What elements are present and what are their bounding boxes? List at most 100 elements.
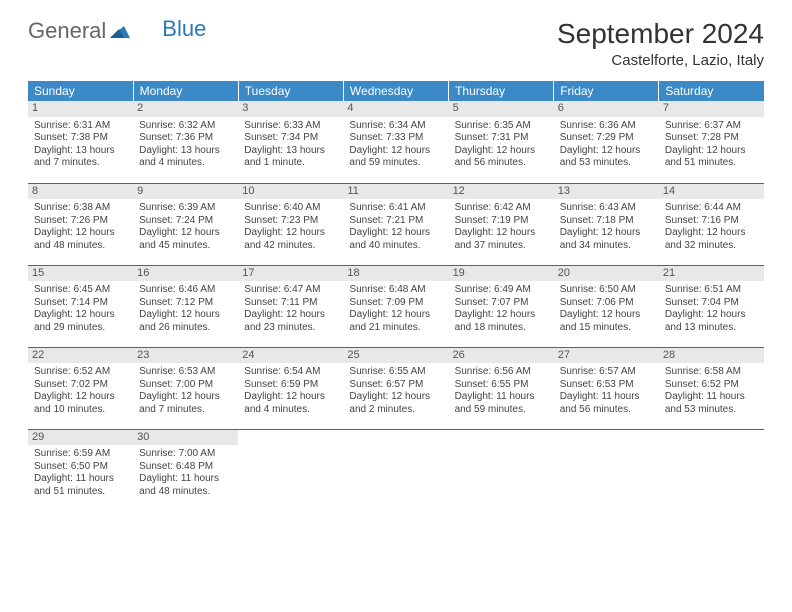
day-number: 29: [28, 430, 133, 446]
calendar-cell: 1Sunrise: 6:31 AMSunset: 7:38 PMDaylight…: [28, 101, 133, 183]
calendar-cell: 30Sunrise: 7:00 AMSunset: 6:48 PMDayligh…: [133, 429, 238, 511]
weekday-header: Saturday: [659, 81, 764, 101]
day-number: 8: [28, 184, 133, 200]
sunset-text: Sunset: 7:06 PM: [560, 297, 653, 310]
page-title: September 2024: [557, 18, 764, 50]
sunrise-text: Sunrise: 6:34 AM: [349, 120, 442, 133]
daylight-text: Daylight: 12 hours: [349, 145, 442, 158]
day-number: 19: [449, 266, 554, 282]
daylight-text: and 21 minutes.: [349, 322, 442, 335]
calendar-cell: [343, 429, 448, 511]
calendar-cell: 3Sunrise: 6:33 AMSunset: 7:34 PMDaylight…: [238, 101, 343, 183]
sunset-text: Sunset: 7:00 PM: [139, 379, 232, 392]
sunrise-text: Sunrise: 6:47 AM: [244, 284, 337, 297]
daylight-text: Daylight: 11 hours: [560, 391, 653, 404]
calendar-cell: 27Sunrise: 6:57 AMSunset: 6:53 PMDayligh…: [554, 347, 659, 429]
sunset-text: Sunset: 7:24 PM: [139, 215, 232, 228]
day-number: 26: [449, 348, 554, 364]
day-number: 15: [28, 266, 133, 282]
sunrise-text: Sunrise: 6:56 AM: [455, 366, 548, 379]
daylight-text: Daylight: 12 hours: [349, 227, 442, 240]
calendar-row: 15Sunrise: 6:45 AMSunset: 7:14 PMDayligh…: [28, 265, 764, 347]
daylight-text: Daylight: 12 hours: [665, 145, 758, 158]
calendar-cell: 23Sunrise: 6:53 AMSunset: 7:00 PMDayligh…: [133, 347, 238, 429]
weekday-header-row: Sunday Monday Tuesday Wednesday Thursday…: [28, 81, 764, 101]
day-number: 20: [554, 266, 659, 282]
sunset-text: Sunset: 7:31 PM: [455, 132, 548, 145]
calendar-cell: 12Sunrise: 6:42 AMSunset: 7:19 PMDayligh…: [449, 183, 554, 265]
daylight-text: and 53 minutes.: [560, 157, 653, 170]
daylight-text: and 32 minutes.: [665, 240, 758, 253]
sunset-text: Sunset: 7:29 PM: [560, 132, 653, 145]
calendar-cell: 25Sunrise: 6:55 AMSunset: 6:57 PMDayligh…: [343, 347, 448, 429]
sunrise-text: Sunrise: 6:40 AM: [244, 202, 337, 215]
daylight-text: and 56 minutes.: [560, 404, 653, 417]
weekday-header: Monday: [133, 81, 238, 101]
calendar-cell: 2Sunrise: 6:32 AMSunset: 7:36 PMDaylight…: [133, 101, 238, 183]
day-number: 12: [449, 184, 554, 200]
daylight-text: and 56 minutes.: [455, 157, 548, 170]
daylight-text: and 10 minutes.: [34, 404, 127, 417]
sunset-text: Sunset: 7:16 PM: [665, 215, 758, 228]
day-number: 17: [238, 266, 343, 282]
sunrise-text: Sunrise: 6:38 AM: [34, 202, 127, 215]
day-number: 2: [133, 101, 238, 117]
calendar-cell: 14Sunrise: 6:44 AMSunset: 7:16 PMDayligh…: [659, 183, 764, 265]
daylight-text: Daylight: 13 hours: [244, 145, 337, 158]
daylight-text: and 18 minutes.: [455, 322, 548, 335]
day-number: 13: [554, 184, 659, 200]
daylight-text: Daylight: 11 hours: [139, 473, 232, 486]
daylight-text: Daylight: 12 hours: [560, 227, 653, 240]
logo-triangle-icon: [110, 18, 130, 44]
sunset-text: Sunset: 7:26 PM: [34, 215, 127, 228]
daylight-text: and 48 minutes.: [34, 240, 127, 253]
sunrise-text: Sunrise: 6:53 AM: [139, 366, 232, 379]
sunrise-text: Sunrise: 6:35 AM: [455, 120, 548, 133]
sunset-text: Sunset: 7:36 PM: [139, 132, 232, 145]
calendar-cell: 20Sunrise: 6:50 AMSunset: 7:06 PMDayligh…: [554, 265, 659, 347]
daylight-text: Daylight: 12 hours: [244, 227, 337, 240]
day-number: 23: [133, 348, 238, 364]
sunset-text: Sunset: 7:23 PM: [244, 215, 337, 228]
sunrise-text: Sunrise: 6:58 AM: [665, 366, 758, 379]
daylight-text: and 13 minutes.: [665, 322, 758, 335]
calendar-cell: 28Sunrise: 6:58 AMSunset: 6:52 PMDayligh…: [659, 347, 764, 429]
calendar-row: 1Sunrise: 6:31 AMSunset: 7:38 PMDaylight…: [28, 101, 764, 183]
daylight-text: and 40 minutes.: [349, 240, 442, 253]
day-number: 30: [133, 430, 238, 446]
weekday-header: Thursday: [449, 81, 554, 101]
day-number: 16: [133, 266, 238, 282]
calendar-cell: 7Sunrise: 6:37 AMSunset: 7:28 PMDaylight…: [659, 101, 764, 183]
calendar-cell: 6Sunrise: 6:36 AMSunset: 7:29 PMDaylight…: [554, 101, 659, 183]
sunrise-text: Sunrise: 6:33 AM: [244, 120, 337, 133]
daylight-text: and 1 minute.: [244, 157, 337, 170]
logo-text-general: General: [28, 18, 106, 44]
daylight-text: Daylight: 12 hours: [665, 227, 758, 240]
sunrise-text: Sunrise: 6:48 AM: [349, 284, 442, 297]
sunrise-text: Sunrise: 6:59 AM: [34, 448, 127, 461]
title-block: September 2024 Castelforte, Lazio, Italy: [557, 18, 764, 69]
calendar-row: 29Sunrise: 6:59 AMSunset: 6:50 PMDayligh…: [28, 429, 764, 511]
daylight-text: Daylight: 11 hours: [665, 391, 758, 404]
sunrise-text: Sunrise: 6:55 AM: [349, 366, 442, 379]
sunrise-text: Sunrise: 6:32 AM: [139, 120, 232, 133]
sunset-text: Sunset: 7:28 PM: [665, 132, 758, 145]
daylight-text: Daylight: 12 hours: [34, 227, 127, 240]
calendar-cell: 13Sunrise: 6:43 AMSunset: 7:18 PMDayligh…: [554, 183, 659, 265]
calendar-cell: 26Sunrise: 6:56 AMSunset: 6:55 PMDayligh…: [449, 347, 554, 429]
daylight-text: Daylight: 12 hours: [560, 309, 653, 322]
calendar-cell: [449, 429, 554, 511]
sunrise-text: Sunrise: 6:52 AM: [34, 366, 127, 379]
calendar-table: Sunday Monday Tuesday Wednesday Thursday…: [28, 81, 764, 511]
daylight-text: Daylight: 12 hours: [560, 145, 653, 158]
calendar-row: 22Sunrise: 6:52 AMSunset: 7:02 PMDayligh…: [28, 347, 764, 429]
day-number: 1: [28, 101, 133, 117]
daylight-text: and 34 minutes.: [560, 240, 653, 253]
daylight-text: and 29 minutes.: [34, 322, 127, 335]
daylight-text: and 59 minutes.: [349, 157, 442, 170]
sunset-text: Sunset: 7:04 PM: [665, 297, 758, 310]
daylight-text: and 2 minutes.: [349, 404, 442, 417]
calendar-cell: 18Sunrise: 6:48 AMSunset: 7:09 PMDayligh…: [343, 265, 448, 347]
daylight-text: Daylight: 11 hours: [34, 473, 127, 486]
calendar-cell: 10Sunrise: 6:40 AMSunset: 7:23 PMDayligh…: [238, 183, 343, 265]
